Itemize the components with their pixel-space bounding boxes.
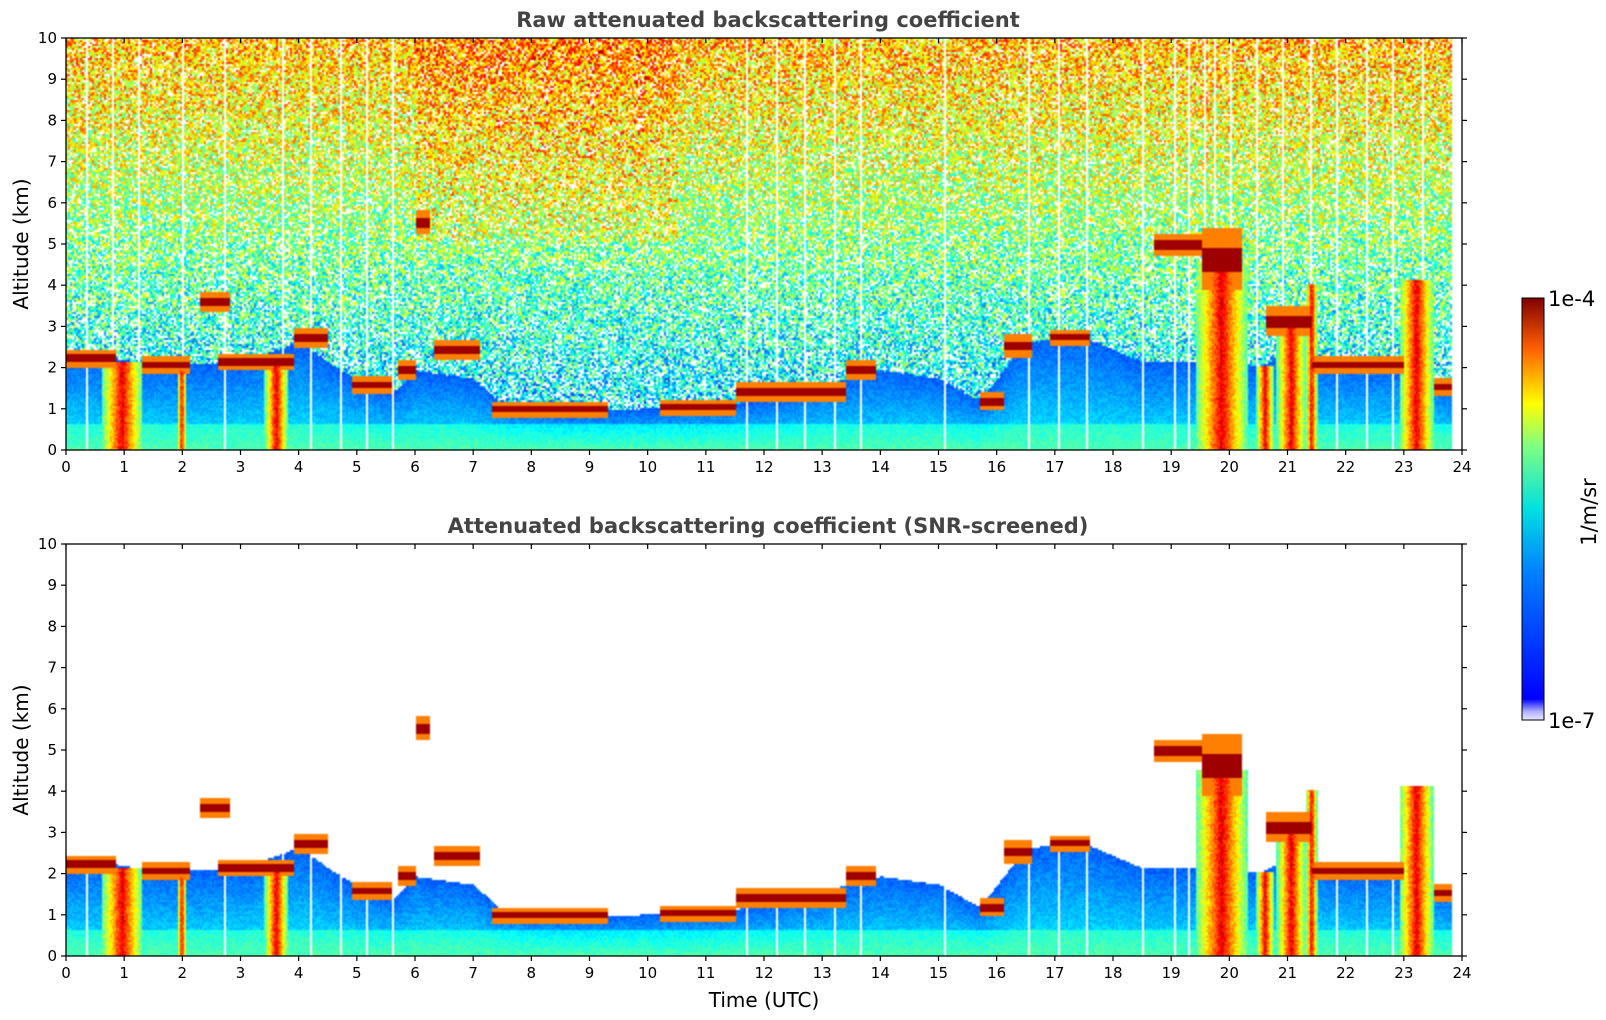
- x-tick-label: 21: [1278, 964, 1297, 982]
- x-tick-label: 15: [929, 964, 948, 982]
- y-tick-label: 8: [47, 111, 57, 129]
- x-tick-label: 4: [294, 458, 304, 476]
- x-tick-label: 20: [1220, 964, 1239, 982]
- panel-title-raw: Raw attenuated backscattering coefficien…: [516, 8, 1020, 32]
- y-axis-raw: 0 1 2 3 4 5 6 7 8 9 10: [38, 29, 1467, 459]
- x-tick-label: 21: [1278, 458, 1297, 476]
- x-tick-label: 24: [1452, 964, 1471, 982]
- y-tick-label: 4: [47, 782, 57, 800]
- x-tick-label: 13: [813, 458, 832, 476]
- y-tick-label: 6: [47, 700, 57, 718]
- y-tick-label: 3: [47, 823, 57, 841]
- x-tick-label: 9: [585, 964, 595, 982]
- x-tick-label: 6: [410, 458, 420, 476]
- panel-title-screened: Attenuated backscattering coefficient (S…: [448, 514, 1089, 538]
- x-tick-label: 16: [987, 964, 1006, 982]
- colorbar-unit-label: 1/m/sr: [1577, 478, 1601, 546]
- y-tick-label: 9: [47, 70, 57, 88]
- x-tick-label: 4: [294, 964, 304, 982]
- x-tick-label: 1: [119, 458, 129, 476]
- x-axis-label: Time (UTC): [708, 988, 820, 1012]
- x-tick-label: 14: [871, 964, 890, 982]
- y-tick-label: 2: [47, 865, 57, 883]
- colorbar: 1e-4 1e-7 1/m/sr: [1521, 287, 1601, 733]
- x-tick-label: 12: [754, 964, 773, 982]
- x-tick-label: 0: [61, 964, 71, 982]
- backscatter-heatmap-screened: [66, 544, 1462, 956]
- y-axis-label-screened: Altitude (km): [9, 684, 33, 815]
- x-tick-label: 12: [754, 458, 773, 476]
- y-tick-label: 8: [47, 617, 57, 635]
- y-tick-label: 6: [47, 194, 57, 212]
- colorbar-min-label: 1e-7: [1548, 709, 1595, 733]
- x-tick-label: 8: [527, 964, 537, 982]
- x-tick-label: 16: [987, 458, 1006, 476]
- x-tick-label: 15: [929, 458, 948, 476]
- backscatter-heatmap-raw: [66, 38, 1462, 450]
- y-tick-label: 4: [47, 276, 57, 294]
- x-tick-label: 23: [1394, 458, 1413, 476]
- x-tick-label: 17: [1045, 458, 1064, 476]
- x-tick-label: 9: [585, 458, 595, 476]
- y-axis-screened: 0 1 2 3 4 5 6 7 8 9 10: [38, 535, 1467, 965]
- y-tick-label: 3: [47, 317, 57, 335]
- x-tick-label: 19: [1162, 964, 1181, 982]
- colorbar-max-label: 1e-4: [1548, 287, 1595, 311]
- y-tick-label: 5: [47, 235, 57, 253]
- panel-screened: Attenuated backscattering coefficient (S…: [9, 514, 1472, 1012]
- x-tick-label: 7: [468, 964, 478, 982]
- x-tick-label: 5: [352, 964, 362, 982]
- x-tick-label: 11: [696, 964, 715, 982]
- x-axis-screened: 0 1 2 3 4 5 6 7 8 9 10 11 12 13 14 15 16 17 18 19 20 21 22 23 24: [61, 544, 1472, 982]
- x-tick-label: 18: [1103, 458, 1122, 476]
- x-tick-label: 24: [1452, 458, 1471, 476]
- x-tick-label: 6: [410, 964, 420, 982]
- x-tick-label: 14: [871, 458, 890, 476]
- y-tick-label: 5: [47, 741, 57, 759]
- y-tick-label: 10: [38, 29, 57, 47]
- x-tick-label: 22: [1336, 458, 1355, 476]
- x-tick-label: 7: [468, 458, 478, 476]
- x-tick-label: 3: [236, 458, 246, 476]
- x-tick-label: 19: [1162, 458, 1181, 476]
- x-tick-label: 11: [696, 458, 715, 476]
- x-tick-label: 22: [1336, 964, 1355, 982]
- x-tick-label: 18: [1103, 964, 1122, 982]
- y-tick-label: 1: [47, 906, 57, 924]
- y-tick-label: 0: [47, 441, 57, 459]
- x-tick-label: 8: [527, 458, 537, 476]
- y-tick-label: 10: [38, 535, 57, 553]
- x-tick-label: 5: [352, 458, 362, 476]
- y-tick-label: 2: [47, 359, 57, 377]
- y-axis-label-raw: Altitude (km): [9, 178, 33, 309]
- x-tick-label: 13: [813, 964, 832, 982]
- x-axis-raw: 0 1 2 3 4 5 6 7 8 9 10 11 12 13 14 15 16 17 18 19 20 21 22 23 24: [61, 38, 1472, 476]
- x-tick-label: 3: [236, 964, 246, 982]
- y-tick-label: 7: [47, 153, 57, 171]
- colorbar-gradient: [1521, 297, 1545, 721]
- y-tick-label: 1: [47, 400, 57, 418]
- x-tick-label: 1: [119, 964, 129, 982]
- x-tick-label: 10: [638, 458, 657, 476]
- x-tick-label: 10: [638, 964, 657, 982]
- y-tick-label: 9: [47, 576, 57, 594]
- panel-raw: Raw attenuated backscattering coefficien…: [9, 8, 1472, 476]
- x-tick-label: 23: [1394, 964, 1413, 982]
- x-tick-label: 20: [1220, 458, 1239, 476]
- x-tick-label: 2: [178, 964, 188, 982]
- y-tick-label: 7: [47, 659, 57, 677]
- x-tick-label: 17: [1045, 964, 1064, 982]
- y-tick-label: 0: [47, 947, 57, 965]
- x-tick-label: 0: [61, 458, 71, 476]
- x-tick-label: 2: [178, 458, 188, 476]
